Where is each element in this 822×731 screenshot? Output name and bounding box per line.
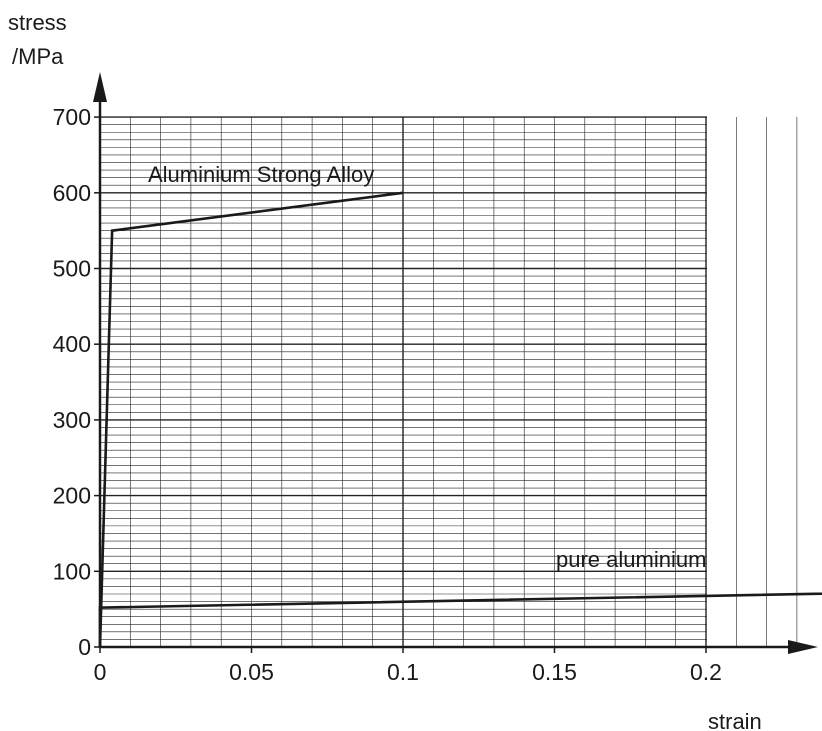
y-tick-label: 200	[53, 483, 91, 509]
x-axis-title: strain	[708, 709, 762, 731]
y-axis-arrow-icon	[93, 72, 107, 102]
y-tick-label: 300	[53, 407, 91, 433]
axes	[93, 72, 818, 654]
y-tick-label: 700	[53, 104, 91, 130]
tick-labels: 00.050.10.150.20.250.30.350.40.450100200…	[53, 104, 722, 685]
grid	[99, 116, 798, 648]
x-tick-label: 0.1	[387, 659, 419, 685]
series-line-aluminium-strong-alloy	[98, 191, 404, 648]
y-tick-label: 400	[53, 331, 91, 357]
x-axis-arrow-icon	[788, 640, 818, 654]
x-tick-label: 0.2	[690, 659, 722, 685]
x-tick-label: 0.05	[229, 659, 274, 685]
y-tick-label: 600	[53, 180, 91, 206]
series-label-aluminium-strong-alloy: Aluminium Strong Alloy	[148, 162, 374, 187]
y-axis-title-line2: /MPa	[12, 44, 64, 69]
y-tick-label: 500	[53, 256, 91, 282]
series-label-pure-aluminium: pure aluminium	[556, 547, 706, 572]
series-line-pure-aluminium	[98, 592, 822, 647]
y-axis-title-line1: stress	[8, 10, 67, 35]
x-tick-label: 0	[94, 659, 107, 685]
series-group	[98, 191, 822, 648]
y-tick-label: 100	[53, 558, 91, 584]
y-tick-label: 0	[78, 634, 91, 660]
x-tick-label: 0.15	[532, 659, 577, 685]
